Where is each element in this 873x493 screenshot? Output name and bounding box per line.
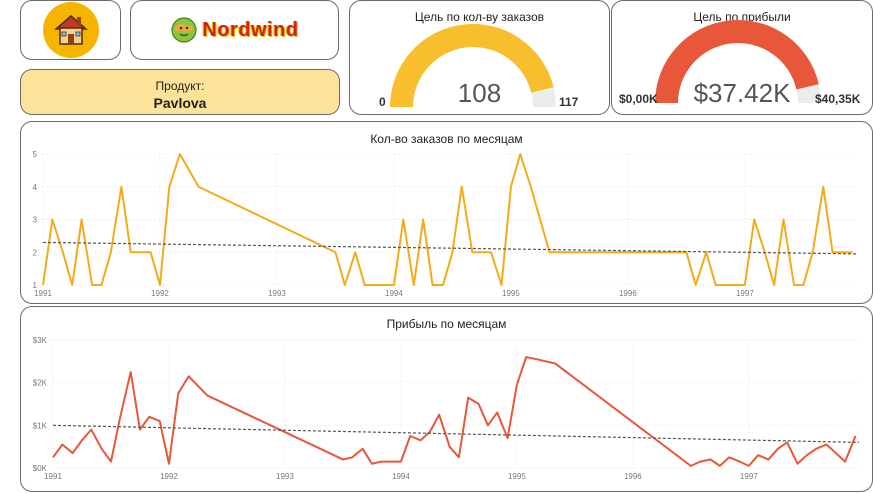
x-tick-label: 1993 [268,289,286,298]
brand-logo: Nordwind [170,16,298,44]
y-tick-label: 2 [33,248,38,257]
y-tick-label: $2K [33,379,48,388]
profit-gauge [655,20,821,103]
orders-gauge-min: 0 [379,95,386,109]
gauge-fill [390,24,554,107]
orders-gauge-max: 117 [559,95,579,109]
series-line [52,356,857,467]
profit-by-month-chart-card: Прибыль по месяцам $0K $1K $2K $3K 1991 1992 1… [20,306,873,492]
orders-by-month-chart-card: Кол-во заказов по месяцам 1 2 3 4 5 1991 1992 1… [20,121,873,304]
x-tick-label: 1996 [619,289,637,298]
trend-line [52,424,860,443]
profit-line-chart: $0K $1K $2K $3K 1991 1992 1993 1994 1995 1996 1997 [33,336,860,481]
x-tick-label: 1994 [392,472,410,481]
x-tick-label: 1996 [624,472,642,481]
x-tick-label: 1992 [160,472,178,481]
brand-name: Nordwind [202,18,299,41]
y-tick-label: 5 [33,150,38,159]
orders-gauge-value: 108 [457,78,502,108]
gauge-fill [655,20,819,103]
x-tick-label: 1995 [508,472,526,481]
house-icon [53,15,88,45]
trend-line [42,241,857,255]
x-tick-label: 1991 [44,472,62,481]
x-tick-label: 1995 [502,289,520,298]
x-tick-label: 1991 [34,289,52,298]
brand-logo-card: Nordwind [130,0,339,60]
product-label: Продукт: [155,79,205,93]
y-tick-label: 1 [33,281,38,290]
profit-gauge-title: Цель по прибыли [693,10,791,24]
y-tick-label: 3 [33,216,38,225]
profit-chart-title: Прибыль по месяцам [386,317,507,331]
orders-goal-gauge-card: Цель по кол-ву заказов 108 0 117 [349,0,610,115]
product-value: Pavlova [153,95,207,111]
orders-gauge-title: Цель по кол-ву заказов [414,10,545,24]
y-tick-label: $0K [33,464,48,473]
profit-gauge-value: $37.42K [693,78,791,108]
x-tick-label: 1997 [740,472,758,481]
globe-icon [171,17,197,43]
profit-gauge-max: $40,35K [815,92,861,106]
y-tick-label: $1K [33,421,48,430]
product-card: Продукт: Pavlova [20,69,340,115]
y-tick-label: 4 [33,183,38,192]
orders-chart-title: Кол-во заказов по месяцам [370,132,523,146]
x-tick-label: 1993 [276,472,294,481]
orders-gauge [390,24,556,107]
home-icon-circle[interactable] [42,2,99,58]
profit-gauge-min: $0,00K [619,92,658,106]
x-tick-label: 1994 [385,289,403,298]
x-tick-label: 1992 [151,289,169,298]
orders-line-chart: 1 2 3 4 5 1991 1992 1993 1994 1995 1996 1997 [33,150,857,298]
profit-goal-gauge-card: Цель по прибыли $37.42K $0,00K $40,35K [611,0,873,115]
x-tick-label: 1997 [736,289,754,298]
y-tick-label: $3K [33,336,48,345]
home-card[interactable] [20,0,121,60]
series-line [42,153,853,286]
